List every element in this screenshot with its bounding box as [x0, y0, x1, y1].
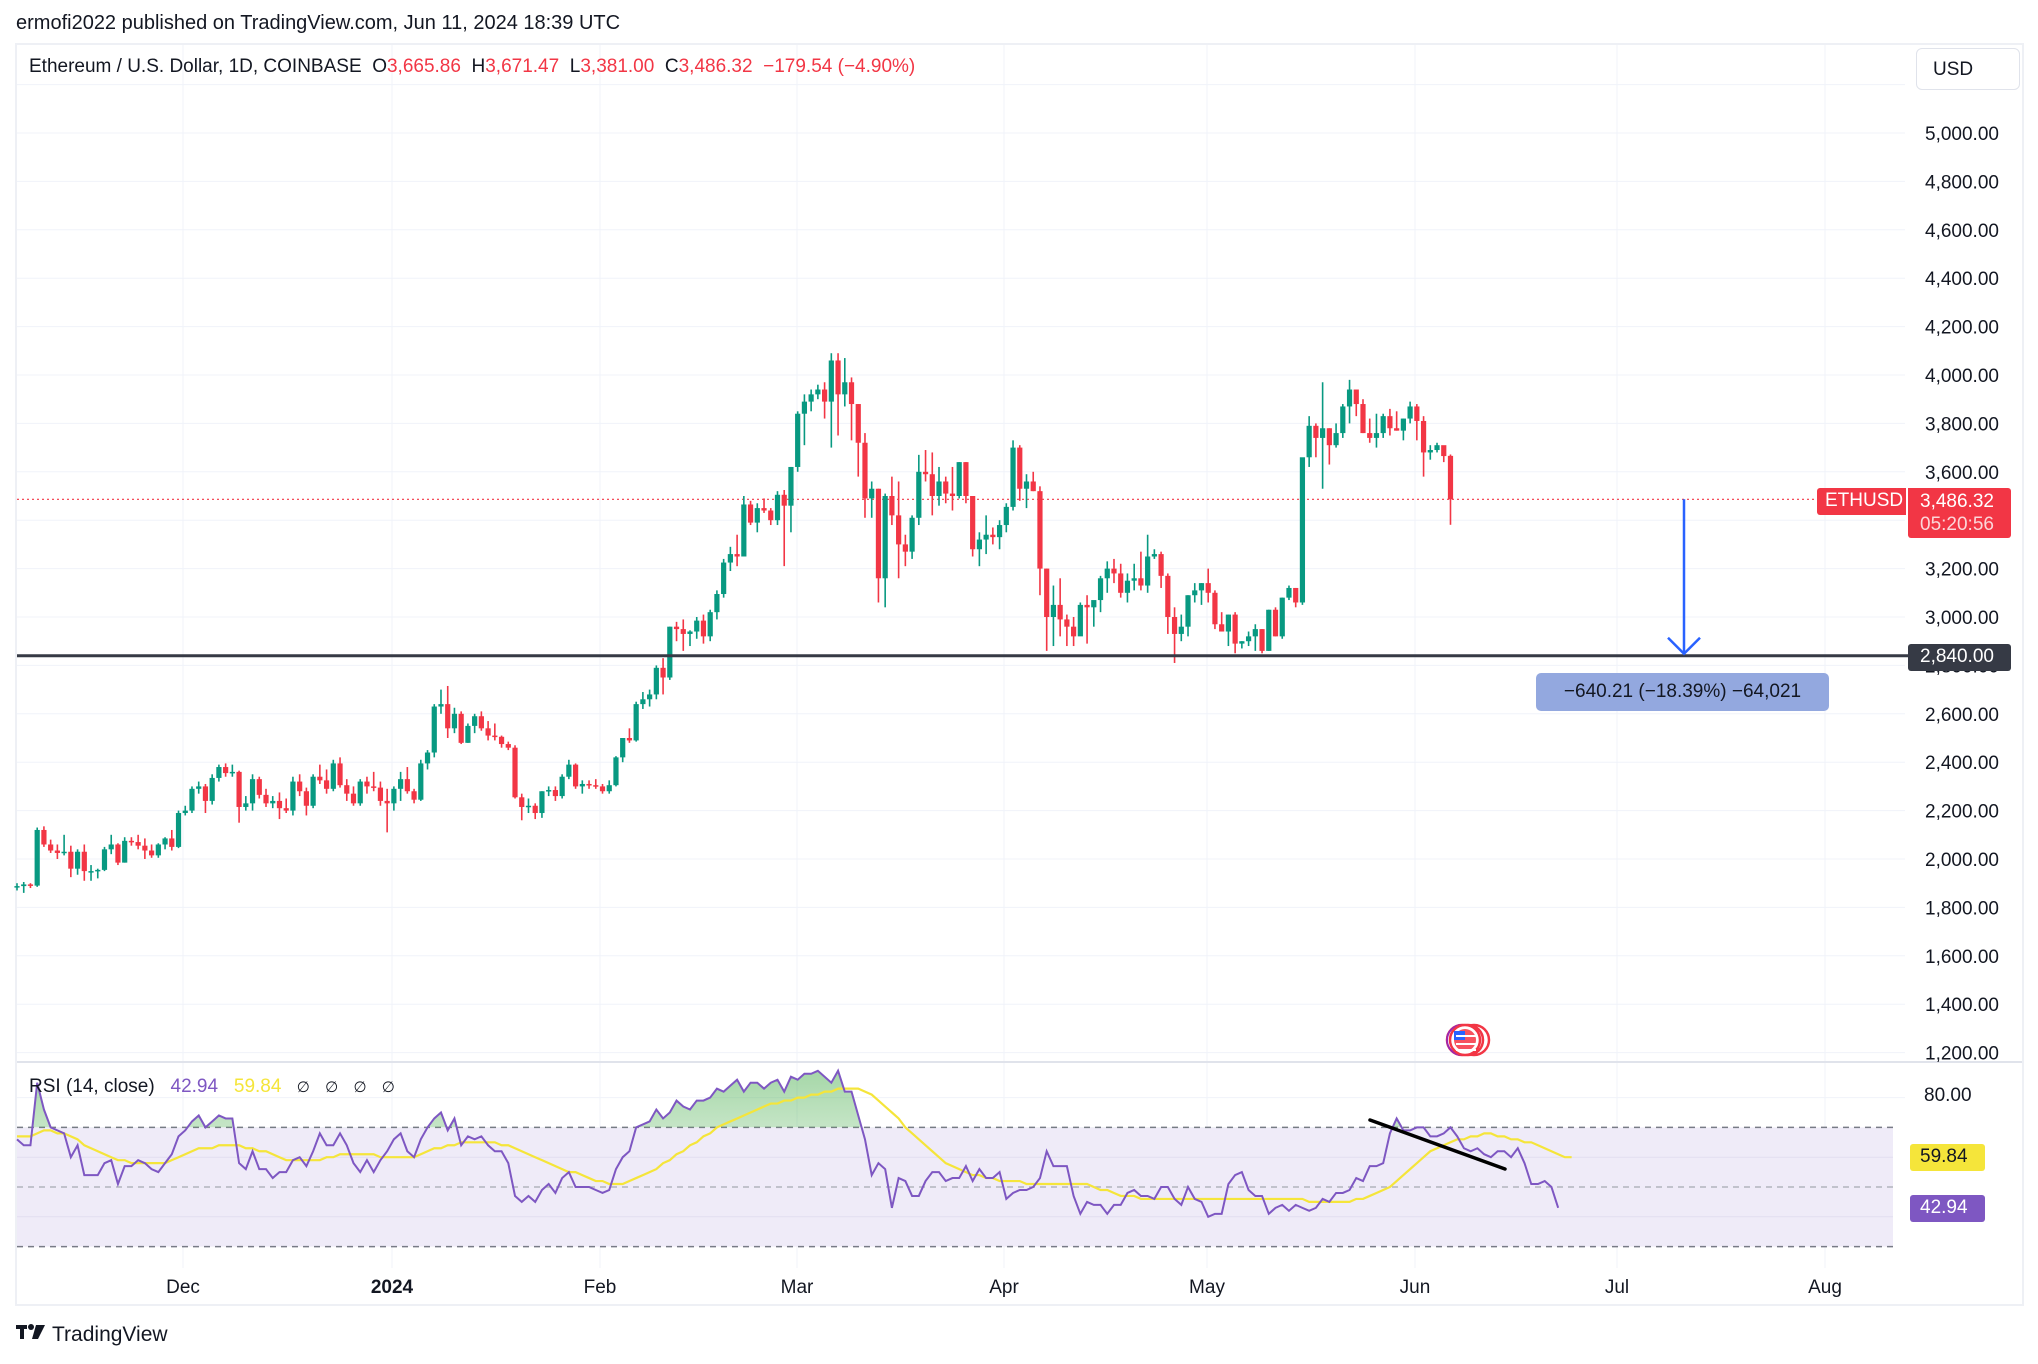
time-axis-label: Apr [989, 1277, 1019, 1298]
svg-text:1,400.00: 1,400.00 [1925, 995, 1999, 1016]
svg-text:4,800.00: 4,800.00 [1925, 172, 1999, 193]
low-value: 3,381.00 [580, 56, 655, 77]
rsi-trendline [1368, 1118, 1507, 1171]
publisher-line: ermofi2022 published on TradingView.com,… [16, 12, 621, 34]
svg-text:4,600.00: 4,600.00 [1925, 221, 1999, 242]
price-measure-label[interactable]: −640.21 (−18.39%) −64,021 [1536, 673, 1829, 711]
rsi-ma-line [17, 1087, 1572, 1204]
rsi-title: RSI (14, close) [29, 1076, 155, 1097]
last-price-tag: 3,486.32 05:20:56 [1908, 488, 2011, 538]
ohlc-legend: Ethereum / U.S. Dollar, 1D, COINBASE O3,… [29, 56, 915, 78]
change-value: −179.54 (−4.90%) [763, 56, 916, 77]
svg-text:4,000.00: 4,000.00 [1925, 366, 1999, 387]
svg-text:3,200.00: 3,200.00 [1925, 560, 1999, 581]
time-axis-label: 2024 [370, 1277, 414, 1298]
na-value: ∅ [381, 1079, 395, 1096]
svg-text:4,400.00: 4,400.00 [1925, 269, 1999, 290]
svg-text:1,800.00: 1,800.00 [1925, 898, 1999, 919]
open-value: 3,665.86 [386, 56, 461, 77]
currency-button[interactable]: USD [1916, 48, 2020, 90]
rsi-axis-tick: 80.00 [1924, 1085, 1972, 1106]
countdown-value: 05:20:56 [1920, 514, 1994, 535]
svg-text:2,400.00: 2,400.00 [1925, 753, 1999, 774]
close-value: 3,486.32 [678, 56, 753, 77]
na-value: ∅ [325, 1079, 339, 1096]
tradingview-mark-icon [16, 1323, 46, 1347]
svg-text:5,000.00: 5,000.00 [1925, 124, 1999, 145]
tradingview-brand: TradingView [52, 1323, 168, 1346]
rsi-value: 42.94 [170, 1076, 219, 1097]
svg-text:2,200.00: 2,200.00 [1925, 802, 1999, 823]
na-value: ∅ [353, 1079, 367, 1096]
time-axis-label: Mar [780, 1277, 814, 1298]
svg-text:2,600.00: 2,600.00 [1925, 705, 1999, 726]
time-axis-label: Feb [583, 1277, 617, 1298]
time-axis-label: Jun [1399, 1277, 1431, 1298]
svg-text:2,000.00: 2,000.00 [1925, 850, 1999, 871]
rsi-ma-value: 59.84 [233, 1076, 282, 1097]
support-level-tag: 2,840.00 [1908, 644, 2011, 671]
us-economic-event-icon[interactable] [1445, 1023, 1491, 1057]
na-value: ∅ [296, 1079, 310, 1096]
symbol-price-tag: ETHUSD [1817, 488, 1906, 515]
svg-text:3,600.00: 3,600.00 [1925, 463, 1999, 484]
time-axis-label: Dec [166, 1277, 200, 1298]
time-axis-label: May [1189, 1277, 1225, 1298]
open-label: O [372, 56, 387, 77]
svg-text:3,800.00: 3,800.00 [1925, 414, 1999, 435]
chart-frame [15, 43, 2024, 1306]
time-axis-label: Aug [1808, 1277, 1842, 1298]
svg-text:4,200.00: 4,200.00 [1925, 318, 1999, 339]
high-label: H [471, 56, 486, 77]
close-label: C [664, 56, 679, 77]
low-label: L [569, 56, 581, 77]
last-price-value: 3,486.32 [1920, 491, 1994, 512]
rsi-legend: RSI (14, close) 42.94 59.84 ∅ ∅ ∅ ∅ [29, 1076, 395, 1098]
svg-text:1,200.00: 1,200.00 [1925, 1044, 1999, 1065]
rsi-ma-tag: 59.84 [1910, 1144, 1985, 1171]
candles [14, 353, 1454, 893]
rsi-line [16, 1068, 1560, 1219]
high-value: 3,671.47 [485, 56, 560, 77]
tradingview-logo[interactable]: TradingView [16, 1323, 168, 1347]
symbol-description: Ethereum / U.S. Dollar, 1D, COINBASE [29, 56, 362, 77]
time-axis-label: Jul [1604, 1277, 1630, 1298]
rsi-tag: 42.94 [1910, 1195, 1985, 1222]
svg-text:3,000.00: 3,000.00 [1925, 608, 1999, 629]
svg-text:1,600.00: 1,600.00 [1925, 947, 1999, 968]
